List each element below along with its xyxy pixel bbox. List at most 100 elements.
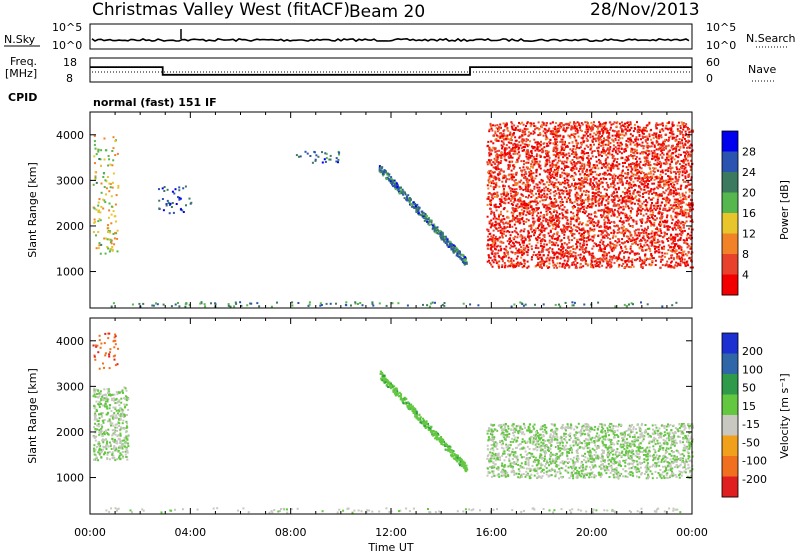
scatter-cell [667, 244, 670, 247]
scatter-cell [582, 265, 585, 268]
scatter-cell [502, 170, 505, 173]
scatter-cell [669, 178, 672, 181]
scatter-cell [608, 167, 611, 170]
scatter-cell [527, 158, 530, 161]
scatter-cell [457, 252, 460, 255]
scatter-cell [601, 134, 604, 137]
scatter-cell [494, 130, 497, 133]
scatter-cell [629, 141, 632, 144]
scatter-cell [565, 262, 568, 265]
scatter-cell [410, 205, 413, 208]
scatter-cell [526, 266, 529, 269]
scatter-cell [499, 231, 502, 234]
scatter-cell [518, 185, 521, 188]
scatter-cell [581, 222, 584, 225]
scatter-cell [585, 246, 588, 249]
scatter-cell [455, 254, 458, 257]
scatter-cell [567, 256, 570, 259]
scatter-cell [674, 233, 677, 236]
scatter-cell [624, 205, 627, 208]
scatter-cell [603, 150, 606, 153]
scatter-cell [634, 232, 637, 235]
scatter-cell [588, 198, 591, 201]
scatter-cell [630, 194, 633, 197]
scatter-cell [562, 208, 565, 211]
scatter-cell [599, 153, 602, 156]
scatter-cell [605, 150, 607, 153]
scatter-cell [598, 179, 601, 182]
scatter-cell [600, 225, 603, 228]
scatter-cell [577, 185, 580, 188]
scatter-cell [490, 252, 493, 255]
scatter-cell [548, 239, 551, 242]
scatter-cell [567, 197, 570, 200]
scatter-cell [666, 260, 669, 263]
scatter-cell [625, 203, 628, 206]
scatter-cell [616, 177, 619, 179]
scatter-cell [622, 225, 625, 228]
scatter-cell [642, 231, 645, 234]
scatter-cell [666, 127, 669, 130]
scatter-cell [561, 228, 564, 231]
scatter-cell [611, 258, 614, 261]
scatter-cell [178, 198, 181, 201]
scatter-cell [597, 137, 600, 140]
scatter-cell [655, 177, 658, 180]
scatter-cell [633, 239, 636, 241]
scatter-cell [463, 263, 466, 266]
scatter-cell [541, 179, 544, 182]
scatter-cell [608, 260, 611, 263]
scatter-cell [576, 129, 579, 132]
scatter-cell [385, 172, 388, 175]
scatter-cell [650, 222, 653, 225]
scatter-cell [456, 252, 459, 255]
scatter-cell [604, 258, 607, 261]
scatter-cell [524, 133, 527, 136]
scatter-cell [658, 223, 661, 226]
scatter-cell [559, 228, 562, 231]
scatter-cell [565, 211, 568, 214]
scatter-cell [684, 154, 686, 157]
scatter-cell [558, 206, 561, 209]
scatter-cell [638, 228, 641, 231]
scatter-cell [590, 152, 593, 155]
scatter-cell [621, 249, 624, 252]
scatter-cell [393, 179, 396, 182]
scatter-cell [634, 177, 637, 180]
scatter-cell [570, 217, 573, 220]
scatter-cell [627, 258, 630, 261]
scatter-cell [590, 128, 593, 131]
scatter-cell [567, 222, 570, 225]
scatter-cell [681, 167, 684, 170]
scatter-cell [687, 155, 689, 158]
scatter-cell [598, 132, 601, 135]
scatter-cell [591, 264, 594, 266]
scatter-cell [552, 214, 555, 217]
scatter-cell [538, 237, 541, 239]
scatter-cell [640, 172, 642, 175]
scatter-cell [656, 241, 659, 244]
scatter-cell [458, 250, 461, 253]
scatter-cell [688, 173, 691, 176]
scatter-cell [490, 210, 493, 213]
scatter-cell [116, 229, 119, 232]
scatter-cell [465, 262, 468, 265]
scatter-cell [675, 178, 678, 181]
scatter-cell [428, 216, 430, 219]
scatter-cell [491, 129, 494, 132]
scatter-cell [608, 233, 610, 236]
scatter-cell [117, 184, 120, 187]
scatter-cell [618, 213, 621, 215]
scatter-cell [656, 238, 659, 241]
scatter-cell [653, 245, 656, 248]
scatter-cell [596, 137, 598, 140]
scatter-cell [97, 148, 100, 151]
scatter-cell [188, 197, 191, 200]
scatter-cell [546, 189, 549, 192]
scatter-cell [545, 150, 548, 153]
scatter-cell [402, 193, 405, 196]
scatter-cell [617, 139, 620, 142]
scatter-cell [675, 161, 678, 164]
scatter-cell [625, 248, 628, 250]
scatter-cell [628, 214, 631, 217]
